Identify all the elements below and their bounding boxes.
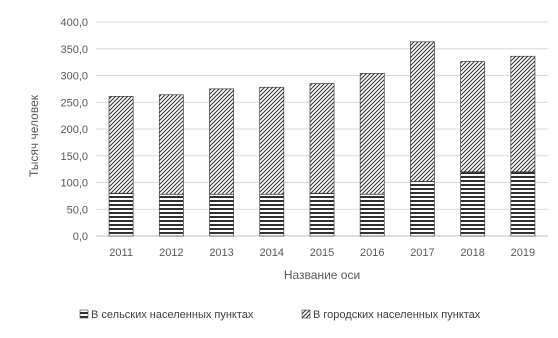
bars	[108, 41, 536, 237]
bar-rural-2012	[158, 193, 184, 237]
y-tick-label: 250,0	[60, 97, 88, 109]
y-tick-label: 0,0	[73, 231, 88, 243]
legend-label-urban: В городских населенных пунктах	[313, 309, 481, 321]
legend-item-urban: В городских населенных пунктах	[301, 309, 481, 321]
bar-rural-2015	[309, 192, 335, 237]
y-tick-label: 200,0	[60, 124, 88, 136]
bar-urban-2013	[209, 88, 234, 195]
legend-label-rural: В сельских населенных пунктах	[91, 309, 254, 321]
y-axis-ticks: 0,0 50,0 100,0 150,0 200,0 250,0 300,0 350,0 400…	[60, 17, 88, 243]
bar-urban-2019	[510, 55, 536, 173]
y-tick-label: 400,0	[60, 17, 88, 29]
y-tick-label: 350,0	[60, 44, 88, 56]
bar-rural-2016	[359, 193, 385, 237]
bar-urban-2017	[410, 41, 435, 182]
x-tick-label: 2019	[511, 247, 535, 259]
x-tick-label: 2015	[310, 247, 334, 259]
y-tick-label: 50,0	[67, 204, 88, 216]
bar-urban-2011	[108, 96, 134, 194]
x-axis-ticks: 2011 2012 2013 2014 2015 2016 2017 2018 2019	[109, 247, 535, 259]
bar-rural-2017	[410, 181, 435, 237]
x-tick-label: 2016	[360, 247, 384, 259]
bar-urban-2018	[460, 61, 486, 173]
bar-urban-2012	[158, 94, 184, 195]
x-tick-label: 2018	[460, 247, 484, 259]
bar-urban-2015	[309, 83, 335, 194]
bar-urban-2014	[259, 86, 285, 195]
legend-swatch-rural	[79, 309, 89, 319]
legend-swatch-urban	[301, 309, 311, 319]
legend: В сельских населенных пунктах В городски…	[79, 309, 481, 321]
bar-urban-2016	[359, 73, 385, 195]
y-tick-label: 100,0	[60, 178, 88, 190]
y-tick-label: 300,0	[60, 71, 88, 83]
x-tick-label: 2011	[109, 247, 133, 259]
x-tick-label: 2014	[260, 247, 284, 259]
legend-item-rural: В сельских населенных пунктах	[79, 309, 254, 321]
x-axis-title: Название оси	[284, 268, 360, 282]
bar-rural-2013	[209, 193, 234, 237]
bar-rural-2014	[259, 193, 285, 237]
x-tick-label: 2013	[209, 247, 233, 259]
x-tick-label: 2017	[410, 247, 434, 259]
x-tick-label: 2012	[159, 247, 183, 259]
y-tick-label: 150,0	[60, 151, 88, 163]
bar-rural-2018	[460, 171, 486, 237]
bar-rural-2011	[108, 192, 134, 237]
bar-rural-2019	[510, 171, 536, 237]
y-axis-title: Тысяч человек	[27, 94, 41, 177]
